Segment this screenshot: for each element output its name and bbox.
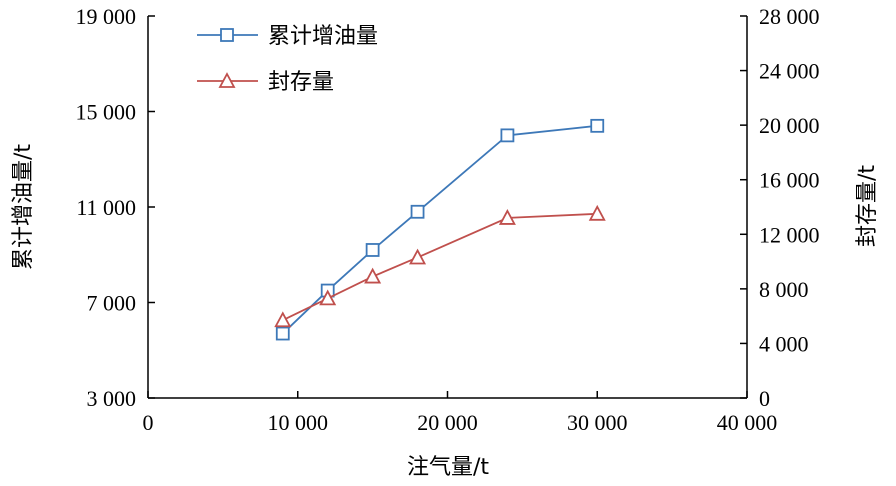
left-y-tick-label: 7 000 [87, 291, 137, 316]
right-y-tick-label: 0 [759, 386, 770, 411]
legend-item-oil: 累计增油量 [197, 24, 378, 49]
legend-label-oil: 累计增油量 [268, 24, 378, 49]
series-storage [274, 204, 606, 328]
data-point-triangle [498, 209, 516, 225]
x-tick-label: 10 000 [268, 410, 329, 435]
left-y-axis-ticks: 3 000 7 000 11 000 15 000 19 000 [76, 4, 155, 411]
right-y-axis-ticks: 0 4 000 8 000 12 000 16 000 20 000 24 000 28 00… [740, 4, 820, 411]
data-point-square [275, 326, 290, 341]
left-y-tick-label: 11 000 [76, 195, 136, 220]
x-axis-title: 注气量/t [407, 455, 489, 480]
data-point-triangle [588, 204, 606, 221]
series-line [282, 212, 598, 322]
series-oil-increment [275, 118, 605, 341]
series-line [282, 124, 598, 335]
series-layer [274, 118, 606, 341]
data-point-square [500, 128, 515, 143]
x-tick-label: 30 000 [567, 410, 628, 435]
data-point-square [410, 204, 425, 219]
legend-triangle-marker [218, 72, 236, 88]
right-y-tick-label: 8 000 [759, 277, 809, 302]
right-y-tick-label: 28 000 [759, 4, 820, 29]
x-axis-ticks: 0 10 000 20 000 30 000 40 000 [143, 391, 778, 435]
data-point-triangle [409, 248, 427, 265]
data-point-triangle [364, 267, 382, 284]
left-y-axis-title: 累计增油量/t [11, 144, 36, 270]
right-y-tick-label: 16 000 [759, 168, 820, 193]
x-tick-label: 0 [143, 410, 154, 435]
data-point-square [365, 243, 380, 257]
right-y-tick-label: 20 000 [759, 113, 820, 138]
right-y-tick-label: 24 000 [759, 59, 820, 84]
legend: 累计增油量 封存量 [197, 24, 378, 95]
legend-label-storage: 封存量 [268, 70, 334, 95]
x-tick-label: 40 000 [717, 410, 778, 435]
left-y-tick-label: 19 000 [76, 4, 137, 29]
left-y-tick-label: 15 000 [76, 100, 137, 125]
x-tick-label: 20 000 [417, 410, 478, 435]
data-point-triangle [274, 311, 292, 328]
legend-item-storage: 封存量 [197, 70, 334, 95]
data-point-triangle [319, 289, 337, 306]
left-y-tick-label: 3 000 [87, 386, 137, 411]
right-y-tick-label: 12 000 [759, 222, 820, 247]
data-point-square [590, 118, 605, 133]
legend-square-marker [220, 28, 234, 42]
right-y-axis-title: 封存量/t [855, 165, 880, 247]
right-y-tick-label: 4 000 [759, 331, 809, 356]
